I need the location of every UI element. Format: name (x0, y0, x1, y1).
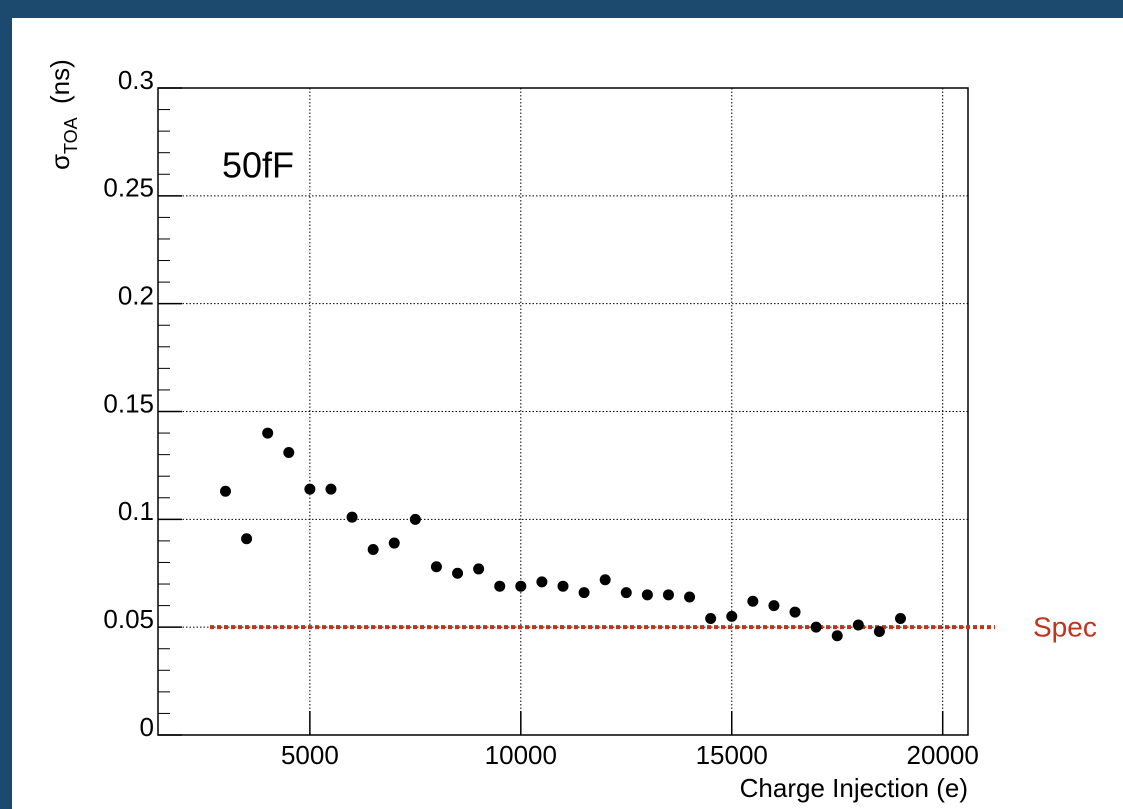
x-tick-label: 5000 (281, 740, 339, 770)
point (789, 606, 801, 618)
point (726, 610, 738, 622)
point (220, 485, 231, 497)
point (557, 580, 569, 592)
x-axis-label: Charge Injection (e) (740, 773, 968, 803)
point (262, 427, 274, 439)
point (325, 483, 337, 495)
point (367, 544, 379, 556)
y-label-unit: (ns) (45, 59, 75, 104)
point (241, 533, 253, 545)
y-tick-label: 0.25 (103, 173, 154, 203)
slide-panel (12, 18, 1123, 809)
y-tick-label: 0.15 (103, 388, 154, 418)
point (705, 613, 717, 625)
y-tick-label: 0 (140, 712, 154, 742)
point (388, 537, 400, 549)
point (346, 511, 358, 523)
x-tick-label: 20000 (907, 740, 979, 770)
point (599, 574, 611, 586)
y-label-subscript: TOA (61, 117, 81, 154)
point (620, 587, 632, 599)
x-tick-label: 10000 (485, 740, 557, 770)
x-tick-label: 15000 (696, 740, 768, 770)
annotation: 50fF (222, 145, 294, 186)
point (473, 563, 485, 575)
y-label-symbol: σ (45, 154, 75, 170)
point (895, 613, 906, 625)
point (304, 483, 316, 495)
y-axis-label: σ TOA (ns) (45, 59, 81, 170)
point (578, 587, 590, 599)
y-tick-label: 0.05 (103, 604, 154, 634)
point (494, 580, 506, 592)
point (873, 625, 885, 637)
point (283, 446, 295, 458)
point (536, 576, 548, 588)
plot-frame (157, 87, 969, 736)
point (768, 600, 780, 612)
point (409, 513, 421, 525)
point (641, 589, 653, 601)
y-tick-label: 0.3 (118, 65, 154, 95)
point (747, 595, 759, 607)
point (810, 621, 822, 633)
point (515, 580, 527, 592)
point (684, 591, 696, 603)
point (852, 619, 864, 631)
point (662, 589, 674, 601)
y-tick-label: 0.2 (118, 281, 154, 311)
y-tick-label: 0.1 (118, 496, 154, 526)
point (831, 630, 843, 642)
point (452, 567, 464, 579)
spec-label: Spec (1033, 612, 1097, 643)
point (430, 561, 442, 573)
